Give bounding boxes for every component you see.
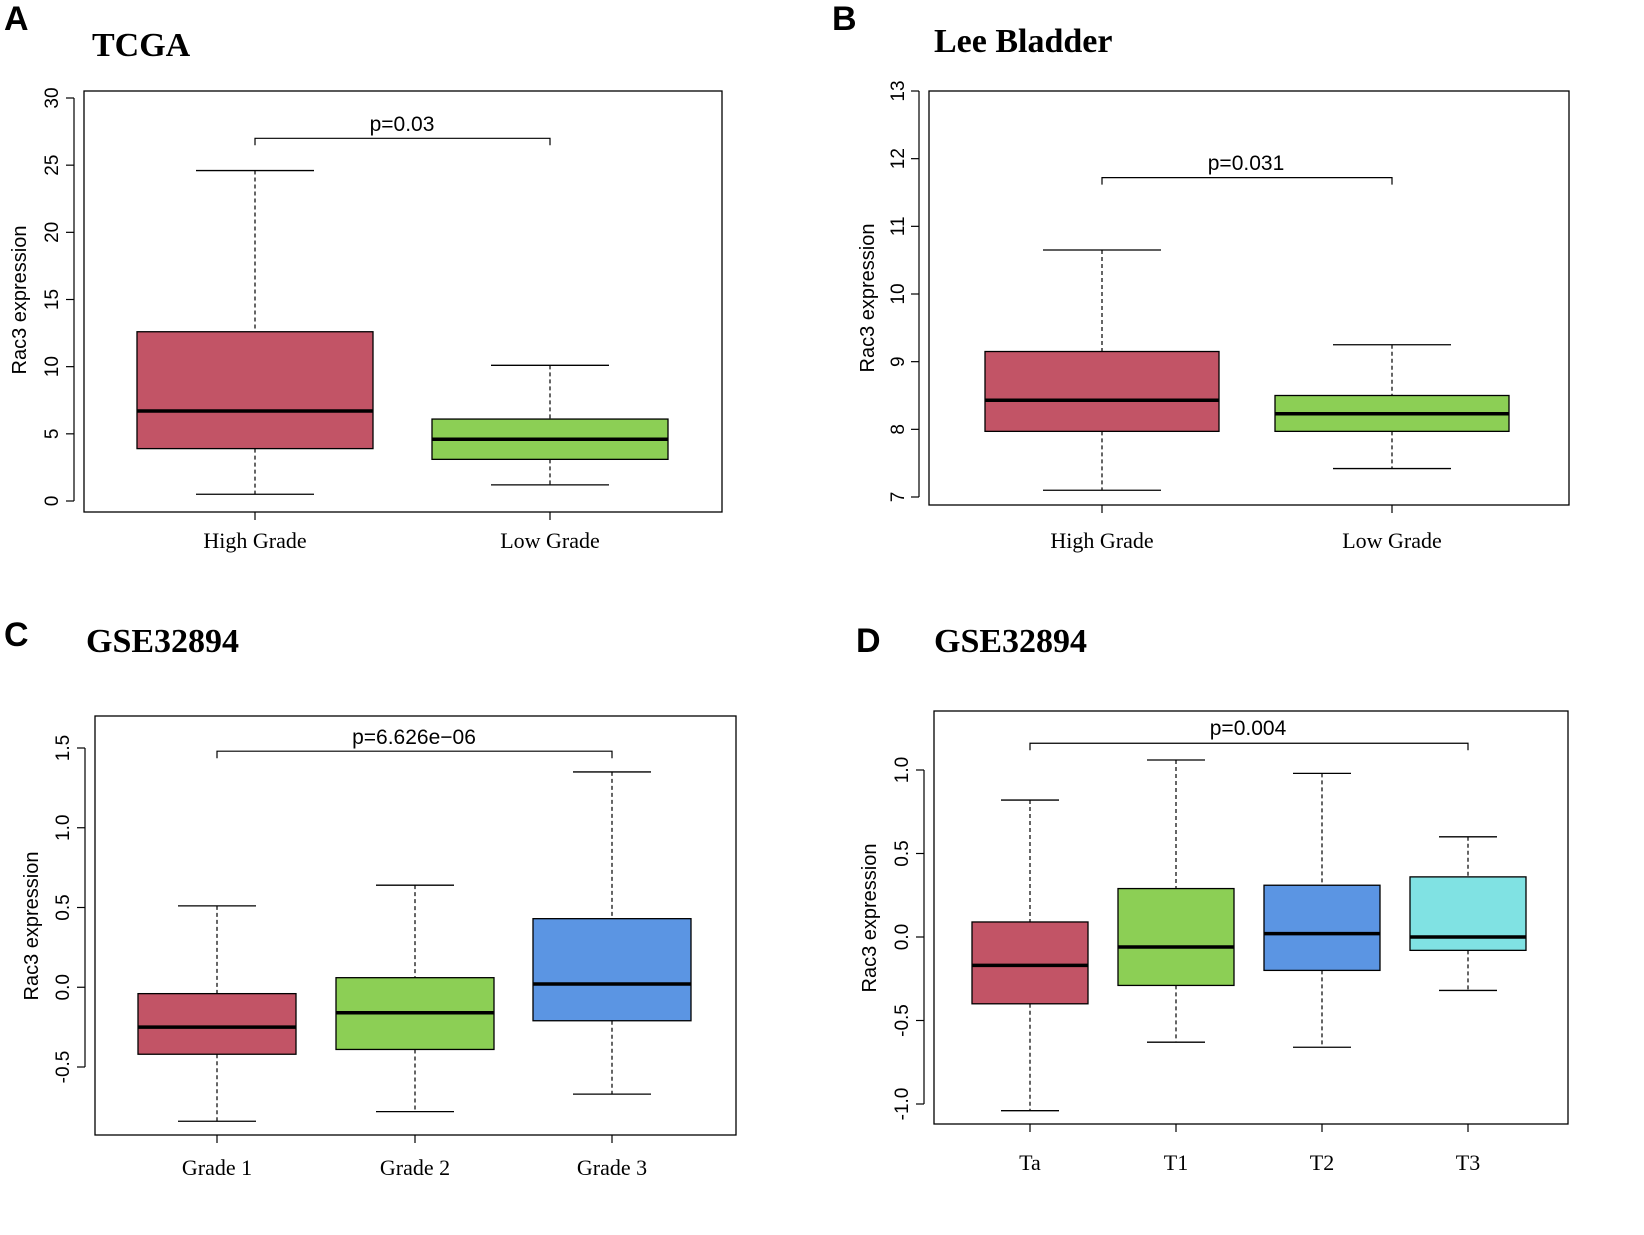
x-category-label: Low Grade xyxy=(1342,528,1442,553)
significance-bracket xyxy=(216,750,613,759)
y-tick-label: 7 xyxy=(888,492,909,503)
box-grade-1 xyxy=(137,992,297,1055)
panel-letter: A xyxy=(4,0,29,38)
y-axis-label: Rac3 expression xyxy=(859,844,881,993)
x-category-label: Grade 3 xyxy=(577,1155,647,1180)
x-category-label: High Grade xyxy=(1050,528,1153,553)
y-tick-label: 13 xyxy=(888,80,909,101)
significance-bracket xyxy=(254,137,551,146)
y-tick-label: 15 xyxy=(42,289,63,310)
plot-frame xyxy=(933,710,1569,1125)
box-high-grade xyxy=(984,350,1220,433)
plot-frame xyxy=(83,90,723,513)
chart-title: TCGA xyxy=(92,27,191,64)
significance-bracket xyxy=(1029,742,1469,751)
p-value-label: p=0.031 xyxy=(1208,152,1285,175)
significance-bracket xyxy=(1101,177,1393,185)
y-tick-label: 0.0 xyxy=(892,924,913,950)
panel-letter: C xyxy=(4,616,29,654)
y-tick-label: 0.5 xyxy=(53,894,74,920)
y-tick-label: 1.5 xyxy=(53,735,74,761)
box-t2 xyxy=(1263,884,1381,972)
x-category-label: T2 xyxy=(1310,1150,1334,1175)
x-category-label: Grade 1 xyxy=(182,1155,252,1180)
chart-c-svg: C GSE32894 Rac3 expression p=6.626e−06 -… xyxy=(4,616,737,1180)
y-tick-label: 11 xyxy=(888,216,909,236)
y-tick-label: 8 xyxy=(888,424,909,435)
y-axis-label: Rac3 expression xyxy=(9,226,31,375)
y-tick-label: 9 xyxy=(888,356,909,367)
p-value-label: p=0.004 xyxy=(1210,717,1287,740)
y-axis-label: Rac3 expression xyxy=(857,224,879,373)
y-tick-label: 0.5 xyxy=(892,840,913,866)
p-value-label: p=0.03 xyxy=(370,113,435,136)
chart-d-svg: D GSE32894 Rac3 expression p=0.004 -1.0 -… xyxy=(856,622,1569,1175)
y-tick-label: -0.5 xyxy=(892,1004,913,1037)
y-tick-label: 0.0 xyxy=(53,974,74,1000)
y-tick-label: -1.0 xyxy=(892,1088,913,1121)
y-tick-label: 0 xyxy=(42,496,63,507)
chart-panel-b: B Lee Bladder Rac3 expression p=0.031 7 8… xyxy=(822,0,1644,600)
x-category-label: Low Grade xyxy=(500,528,600,553)
y-tick-label: 30 xyxy=(42,87,63,108)
x-category-label: Grade 2 xyxy=(380,1155,450,1180)
box-high-grade xyxy=(136,331,374,450)
chart-panel-d: D GSE32894 Rac3 expression p=0.004 -1.0 -… xyxy=(822,600,1644,1235)
y-tick-label: 5 xyxy=(42,429,63,440)
x-category-label: T1 xyxy=(1164,1150,1188,1175)
y-tick-label: 1.0 xyxy=(53,815,74,841)
box-ta xyxy=(971,921,1089,1005)
x-category-label: Ta xyxy=(1019,1150,1041,1175)
chart-panel-c: C GSE32894 Rac3 expression p=6.626e−06 -… xyxy=(0,600,822,1235)
box-t3 xyxy=(1409,876,1527,952)
panel-letter: D xyxy=(856,622,881,660)
plot-frame xyxy=(928,90,1570,506)
y-axis-label: Rac3 expression xyxy=(21,852,43,1001)
y-tick-label: 25 xyxy=(42,155,63,176)
chart-title: GSE32894 xyxy=(86,623,239,660)
chart-a-svg: A TCGA Rac3 expression p=0.03 0 5 10 15 20 25… xyxy=(4,0,723,553)
box-grade-3 xyxy=(532,918,692,1022)
chart-title: Lee Bladder xyxy=(934,23,1112,60)
chart-panel-a: A TCGA Rac3 expression p=0.03 0 5 10 15 20 25… xyxy=(0,0,822,600)
box-t1 xyxy=(1117,887,1235,987)
x-category-label: High Grade xyxy=(203,528,306,553)
y-tick-label: 1.0 xyxy=(892,757,913,783)
x-category-label: T3 xyxy=(1456,1150,1480,1175)
y-tick-label: 20 xyxy=(42,222,63,243)
y-tick-label: 10 xyxy=(42,356,63,377)
y-tick-label: 10 xyxy=(888,283,909,304)
y-tick-label: -0.5 xyxy=(53,1051,74,1084)
y-tick-label: 12 xyxy=(888,148,909,169)
p-value-label: p=6.626e−06 xyxy=(352,726,476,749)
chart-title: GSE32894 xyxy=(934,623,1087,660)
chart-b-svg: B Lee Bladder Rac3 expression p=0.031 7 8… xyxy=(832,0,1570,553)
panel-letter: B xyxy=(832,0,857,38)
